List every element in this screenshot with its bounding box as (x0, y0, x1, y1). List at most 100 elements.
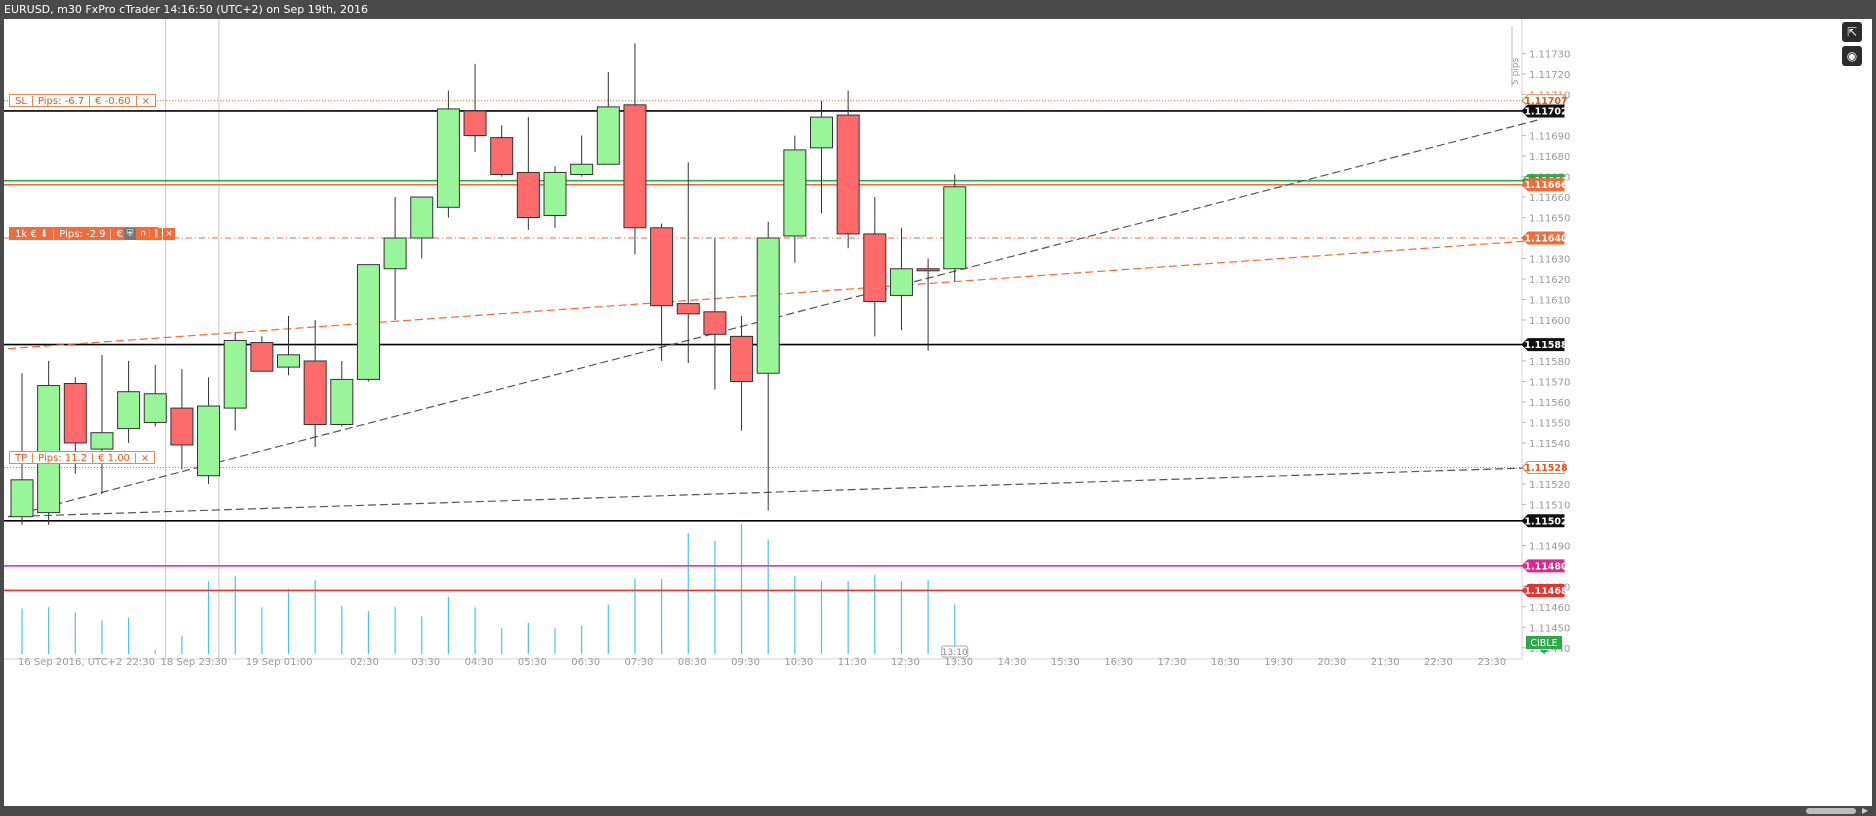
tp-close-icon[interactable]: × (140, 453, 150, 464)
y-tick-label: 1.11520 (1529, 480, 1570, 491)
x-axis-label: 08:30 (678, 657, 707, 668)
candle-body (863, 233, 887, 303)
y-tick-label: 1.11630 (1529, 255, 1570, 266)
horizontal-scrollbar[interactable] (1806, 808, 1856, 814)
window-title: EURUSD, m30 FxPro cTrader 14:16:50 (UTC+… (0, 0, 1876, 19)
price-tag-label: 1.11588 (1524, 340, 1568, 351)
candle-body (90, 432, 114, 450)
position-size: 1k € ⬇ (10, 229, 55, 240)
price-tag-label: 1.11502 (1524, 516, 1567, 527)
candle-body (490, 137, 514, 175)
x-axis-label: 21:30 (1371, 657, 1400, 668)
position-close-icon[interactable]: × (163, 228, 175, 240)
price-tag-label: 1.11666 (1524, 180, 1568, 191)
price-tag-shape (1521, 178, 1565, 192)
candle-body (463, 110, 487, 137)
y-tick-label: 1.11650 (1529, 214, 1570, 225)
price-tag-shape (1521, 514, 1565, 528)
x-axis-label: 16 Sep 2016, UTC+2 (18, 657, 122, 668)
candle-body (410, 196, 434, 239)
cible-tag (1526, 636, 1562, 649)
scroll-right-icon[interactable]: ▶ (1862, 806, 1869, 815)
candle-body (303, 360, 327, 425)
x-axis-label: 05:30 (518, 657, 547, 668)
headphones-icon[interactable]: ∩ (137, 228, 149, 240)
price-tag-label: 1.11702 (1524, 106, 1567, 117)
tp-amount: € 1.00 (93, 453, 136, 464)
candle-body (650, 227, 674, 307)
x-axis-label: 17:30 (1158, 657, 1187, 668)
candle-body (703, 311, 727, 335)
candle-body (916, 268, 940, 272)
x-axis-label: 09:30 (731, 657, 760, 668)
candle-body (730, 335, 754, 382)
candle-body (223, 339, 247, 409)
x-axis-label: 02:30 (350, 657, 379, 668)
sl-label: SL (10, 96, 33, 107)
x-axis-label: 19 Sep 01:00 (246, 657, 313, 668)
candle-body (10, 479, 34, 518)
pip-scale-label: 5 pips (1511, 57, 1521, 85)
x-axis-label: 23:30 (1477, 657, 1506, 668)
shield-icon[interactable]: ⛨ (124, 228, 136, 240)
y-tick-label: 1.11460 (1529, 603, 1570, 614)
pause-icon[interactable]: ∥ (150, 228, 162, 240)
price-tag-label: 1.11468 (1524, 586, 1568, 597)
x-axis-label: 22:30 (126, 657, 155, 668)
y-tick-label: 1.11550 (1529, 418, 1570, 429)
price-chart[interactable]: 1.117301.117201.117101.116901.116801.116… (4, 19, 1872, 806)
candle-body (63, 383, 87, 444)
price-tag-shape (1521, 559, 1565, 573)
tp-label: TP (10, 453, 34, 464)
y-tick-label: 1.11580 (1529, 357, 1570, 368)
y-tick-label: 1.11600 (1529, 316, 1570, 327)
sl-close-icon[interactable]: × (141, 96, 150, 107)
chart-area[interactable]: 1.117301.117201.117101.116901.116801.116… (4, 19, 1872, 806)
y-tick-label: 1.11690 (1529, 132, 1570, 143)
x-axis-label: 19:30 (1264, 657, 1293, 668)
x-axis-label: 18 Sep 23:30 (161, 657, 228, 668)
price-tag-tp: 1.11528 (1521, 461, 1568, 475)
x-axis-label: 18:30 (1211, 657, 1240, 668)
price-tag-shape (1521, 104, 1565, 118)
candle-body (143, 393, 167, 423)
candle-body (436, 108, 460, 208)
price-tag-label: 1.11480 (1524, 561, 1568, 572)
candle-body (197, 405, 221, 477)
y-tick-label: 1.11660 (1529, 193, 1570, 204)
detach-icon[interactable]: ⇱ (1842, 22, 1862, 42)
y-tick-label: 1.11720 (1529, 70, 1570, 81)
price-tag-resistance-high: 1.11702 (1521, 104, 1568, 118)
price-tag-label: 1.11640 (1524, 234, 1568, 245)
candle-body (170, 407, 194, 446)
candle-body (836, 114, 860, 235)
candle-body (596, 106, 620, 165)
candle-body (570, 163, 594, 175)
candle-body (943, 186, 967, 270)
candle-body (756, 237, 780, 374)
candle-body (783, 149, 807, 237)
countdown-box (941, 645, 969, 658)
candle-body (623, 104, 647, 229)
camera-icon[interactable]: ◉ (1842, 46, 1862, 66)
x-axis-label: 07:30 (625, 657, 654, 668)
price-tag-magenta-line: 1.11480 (1521, 559, 1568, 573)
sl-order-chip[interactable]: SL Pips: -6.7 € -0.60 × (9, 94, 156, 107)
y-tick-label: 1.11510 (1529, 500, 1570, 511)
price-tag-shape (1521, 583, 1565, 597)
price-tag-red-line: 1.11468 (1521, 583, 1568, 597)
trend-line-2 (7, 466, 1542, 518)
candle-body (810, 116, 833, 149)
candle-body (543, 171, 567, 216)
candle-body (356, 264, 380, 380)
y-tick-label: 1.11680 (1529, 152, 1570, 163)
x-axis-label: 10:30 (784, 657, 813, 668)
x-axis-label: 20:30 (1317, 657, 1346, 668)
price-tag-support-low: 1.11502 (1521, 514, 1568, 528)
candle-body (330, 378, 354, 425)
tp-order-chip[interactable]: TP Pips: 11.2 € 1.00 × (9, 451, 156, 464)
y-tick-label: 1.11540 (1529, 439, 1570, 450)
candle-body (889, 268, 913, 296)
candle-body (676, 303, 700, 315)
price-tag-label: 1.11707 (1524, 96, 1567, 107)
